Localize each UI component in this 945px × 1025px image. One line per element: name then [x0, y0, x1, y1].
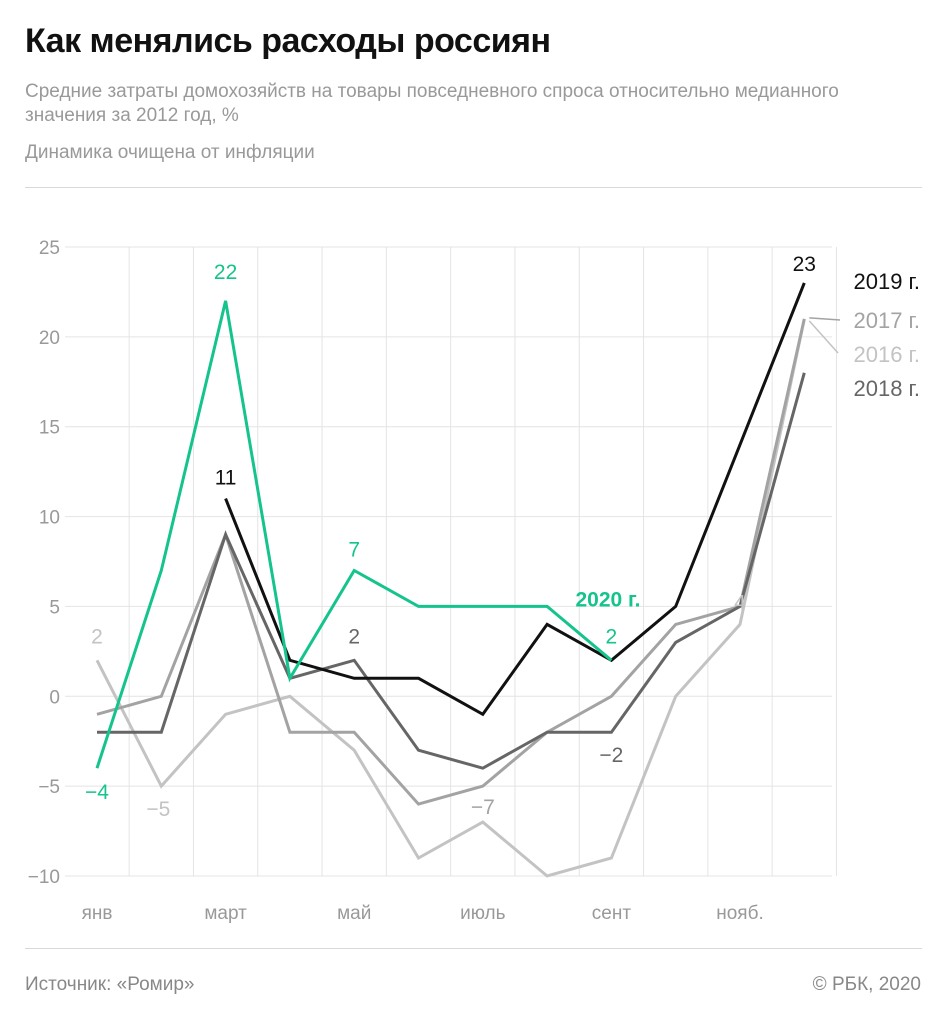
data-label: 22	[214, 261, 237, 284]
series-line-2019	[224, 282, 806, 717]
y-tick-label: 15	[39, 418, 60, 439]
legend-leader-2017	[809, 317, 841, 321]
x-tick-label: сент	[592, 903, 632, 924]
chart-title: Как менялись расходы россиян	[25, 22, 551, 60]
legend-label-2016: 2016 г.	[853, 342, 920, 367]
top-divider	[25, 187, 922, 188]
legend-leader-2016	[808, 320, 839, 354]
x-tick-label: июль	[460, 903, 506, 924]
data-label: 2	[348, 625, 360, 648]
data-label: −2	[599, 744, 623, 767]
chart-subtitle: Средние затраты домохозяйств на товары п…	[25, 81, 839, 126]
data-label: 4	[734, 591, 746, 614]
series-line-2016	[95, 318, 806, 878]
legend-label-2018: 2018 г.	[853, 376, 920, 401]
source-note: Источник: «Ромир»	[25, 974, 195, 995]
series-line-2017	[96, 318, 806, 806]
legend-label-2017: 2017 г.	[853, 308, 920, 333]
series-line-2018	[97, 372, 806, 770]
data-label: 23	[793, 253, 816, 276]
chart-note: Динамика очищена от инфляции	[25, 142, 315, 163]
y-tick-label: 10	[39, 508, 60, 529]
x-tick-label: янв	[82, 903, 113, 924]
data-label: −5	[146, 798, 170, 821]
y-tick-label: 25	[39, 238, 60, 259]
series-label-2020: 2020 г.	[575, 588, 640, 611]
data-label: −7	[471, 796, 495, 819]
y-tick-label: 5	[49, 597, 60, 618]
y-tick-label: 20	[39, 328, 60, 349]
x-tick-label: нояб.	[716, 903, 764, 924]
bottom-divider	[25, 948, 922, 949]
data-label: 7	[348, 538, 360, 561]
data-label: 2	[91, 625, 103, 648]
y-tick-label: −10	[28, 867, 60, 888]
data-label: 11	[215, 467, 237, 490]
series-line-2020	[95, 300, 613, 769]
x-tick-label: май	[337, 903, 371, 924]
data-label: −4	[85, 781, 109, 804]
y-tick-label: −5	[38, 777, 60, 798]
y-tick-label: 0	[49, 687, 60, 708]
data-label: 2	[606, 625, 618, 648]
x-tick-label: март	[204, 903, 247, 924]
copyright-note: © РБК, 2020	[812, 974, 921, 995]
legend-label-2019: 2019 г.	[853, 269, 920, 294]
